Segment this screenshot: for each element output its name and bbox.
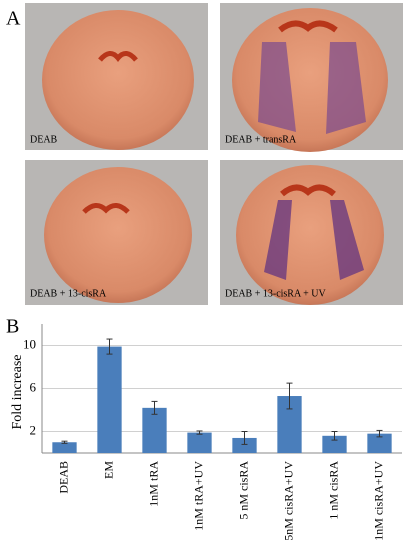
bar — [52, 442, 77, 453]
error-bar — [61, 440, 68, 444]
x-tick-label: 1nM cisRA+UV — [371, 461, 385, 541]
x-tick-label: 5nM cisRA+UV — [281, 461, 295, 541]
panel-label: A — [6, 8, 21, 30]
error-bar — [151, 400, 158, 415]
image: DEAB — [25, 3, 208, 150]
y-tick-label: 6 — [30, 379, 37, 394]
caption: DEAB + 13-cisRA — [30, 288, 107, 299]
error-bar — [241, 431, 248, 445]
bar — [232, 437, 257, 453]
x-tick-label: DEAB — [56, 461, 70, 494]
bar — [142, 407, 167, 453]
x-tick-label: 1 nM cisRA — [326, 461, 340, 520]
bar — [187, 432, 212, 453]
y-axis-label: Fold increase — [10, 354, 25, 429]
x-tick-label: 5 nM cisRA — [236, 461, 250, 520]
caption: DEAB + 13-cisRA + UV — [225, 288, 327, 299]
y-tick-label: 2 — [30, 422, 37, 437]
error-bar — [376, 429, 383, 438]
x-tick-label: 1nM tRA — [146, 461, 160, 507]
error-bar — [331, 431, 338, 441]
error-bar — [106, 338, 113, 355]
image: DEAB + 13-cisRA — [25, 160, 208, 305]
x-tick-label: 1nM tRA+UV — [191, 461, 205, 531]
x-tick-label: EM — [101, 461, 115, 479]
image: DEAB + transRA — [220, 3, 403, 152]
y-tick-label: 10 — [23, 336, 36, 351]
error-bar — [196, 430, 203, 435]
panel-label: B — [6, 316, 19, 338]
bar — [97, 346, 122, 453]
bar — [367, 433, 392, 453]
error-bar — [286, 382, 293, 410]
bar — [322, 435, 347, 453]
image: DEAB + 13-cisRA + UV — [220, 160, 403, 305]
caption: DEAB — [30, 134, 58, 145]
caption: DEAB + transRA — [225, 134, 297, 145]
